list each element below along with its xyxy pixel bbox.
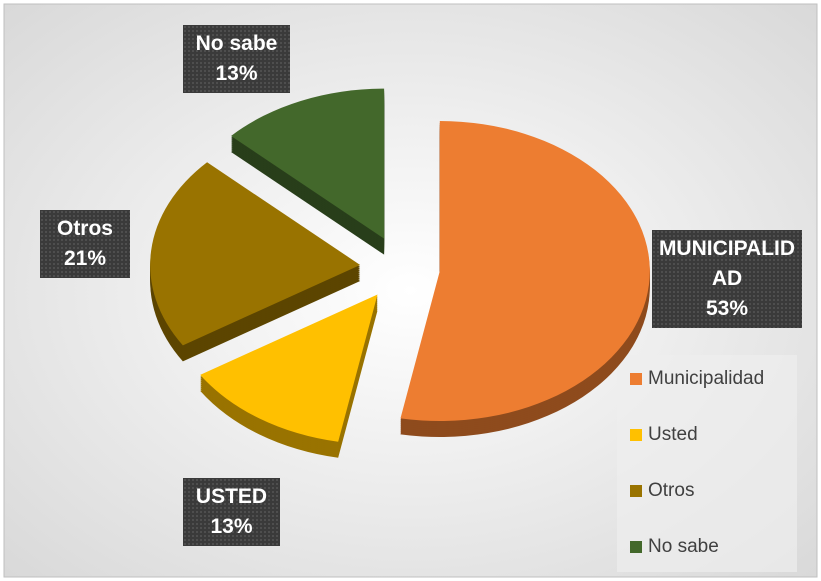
data-label: No sabe 13%	[183, 25, 290, 93]
legend-label: Otros	[648, 480, 695, 501]
data-label-value: 13%	[215, 62, 258, 85]
data-label-name: MUNICIPALIDAD	[658, 237, 796, 290]
data-label: USTED 13%	[183, 478, 280, 546]
slice	[200, 294, 378, 442]
legend-swatch	[630, 541, 642, 553]
legend-box	[617, 355, 797, 572]
data-label-name: No sabe	[195, 32, 278, 55]
data-label-name: USTED	[195, 485, 268, 508]
legend-swatch	[630, 373, 642, 385]
slice	[400, 121, 650, 422]
data-label-value: 13%	[210, 515, 253, 538]
legend-label: Municipalidad	[648, 368, 765, 389]
data-label: Otros 21%	[40, 210, 130, 278]
data-label-value: 21%	[63, 247, 107, 270]
legend-entry: Municipalidad	[630, 368, 764, 390]
slice	[150, 162, 361, 346]
legend-entry: Otros	[630, 480, 694, 502]
legend-label: Usted	[648, 424, 698, 445]
data-label: MUNICIPALIDAD 53%	[652, 230, 802, 328]
legend-swatch	[630, 485, 642, 497]
legend-entry: No sabe	[630, 536, 719, 558]
legend-swatch	[630, 429, 642, 441]
legend-entry: Usted	[630, 424, 698, 446]
slice	[231, 88, 385, 239]
data-label-value: 53%	[705, 297, 749, 320]
legend-label: No sabe	[648, 536, 719, 557]
data-label-name: Otros	[56, 217, 113, 240]
